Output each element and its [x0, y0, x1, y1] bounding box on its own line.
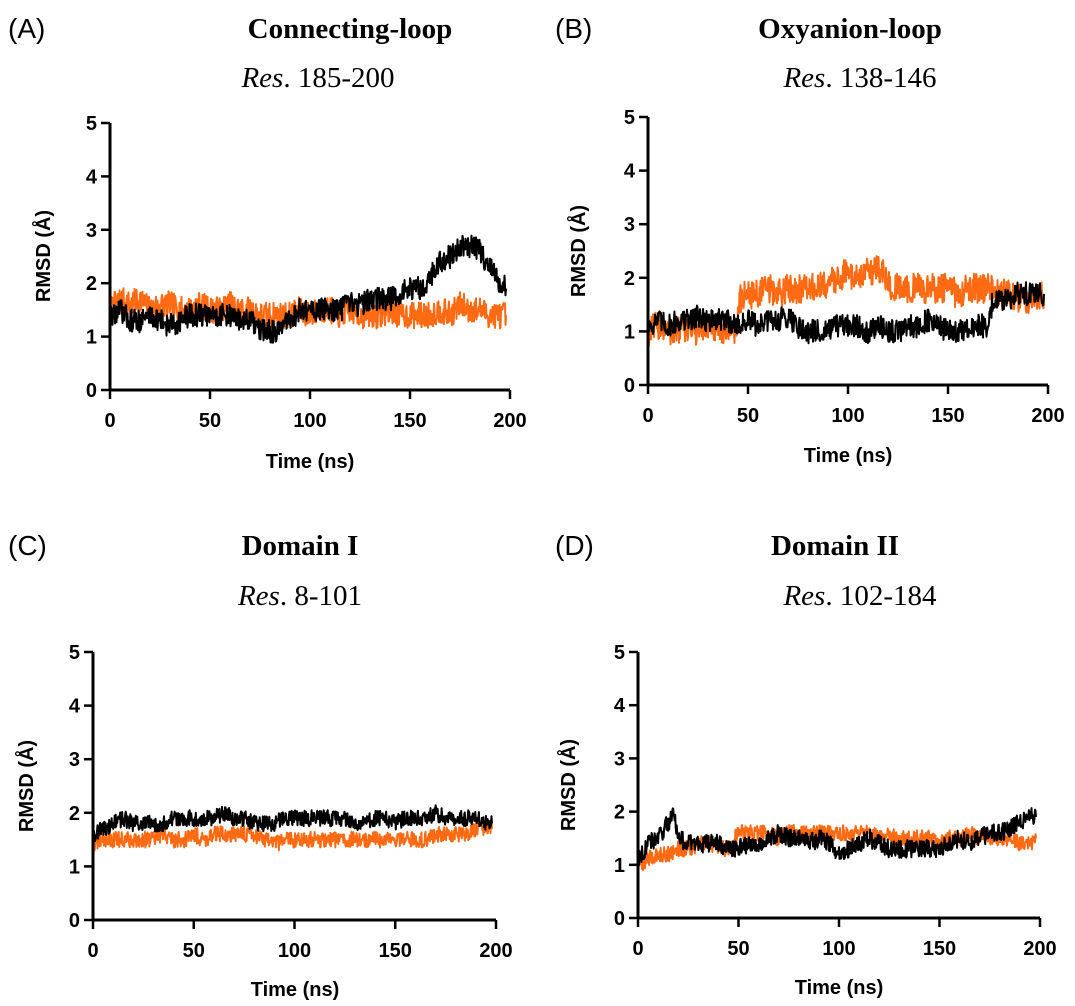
- x-axis-label: Time (ns): [251, 979, 340, 1001]
- y-tick-label: 0: [614, 908, 625, 930]
- y-tick-label: 0: [86, 380, 97, 402]
- panel-letter: (A): [8, 13, 45, 44]
- series-line-1: [92, 820, 493, 852]
- panel-letter: (C): [8, 530, 47, 561]
- y-tick-label: 4: [69, 696, 81, 718]
- subtitle-italic: Res: [782, 62, 825, 94]
- x-tick-label: 200: [493, 410, 526, 432]
- y-tick-label: 3: [86, 220, 97, 242]
- x-tick-label: 150: [931, 405, 964, 427]
- panel-title: Domain II: [771, 530, 899, 562]
- series-line-2: [92, 804, 493, 843]
- y-tick-label: 2: [69, 803, 80, 825]
- y-tick-label: 3: [69, 749, 80, 771]
- series-line-1: [647, 255, 1045, 346]
- y-tick-label: 5: [86, 113, 97, 135]
- panel-letter: (D): [555, 530, 594, 561]
- series-line-1: [109, 287, 507, 330]
- y-tick-label: 3: [614, 748, 625, 770]
- subtitle-italic: Res: [237, 580, 280, 612]
- x-tick-label: 100: [822, 938, 855, 960]
- y-tick-label: 0: [69, 910, 80, 932]
- x-tick-label: 0: [104, 410, 115, 432]
- y-axis-label: RMSD (Å): [566, 205, 590, 297]
- x-tick-label: 0: [642, 405, 653, 427]
- x-tick-label: 150: [379, 940, 412, 962]
- y-tick-label: 2: [614, 802, 625, 824]
- y-tick-label: 5: [624, 107, 635, 129]
- panel-title: Domain I: [242, 530, 359, 562]
- panel-letter: (B): [555, 13, 592, 44]
- x-tick-label: 50: [199, 410, 221, 432]
- subtitle-range: . 8-101: [280, 580, 362, 612]
- panel-subtitle: Res. 102-184: [782, 580, 937, 612]
- y-axis-label: RMSD (Å): [556, 739, 580, 831]
- y-tick-label: 5: [614, 642, 625, 664]
- x-axis-label: Time (ns): [266, 451, 355, 473]
- subtitle-italic: Res: [782, 580, 825, 612]
- x-tick-label: 50: [737, 405, 759, 427]
- y-tick-label: 1: [614, 855, 625, 877]
- x-tick-label: 150: [393, 410, 426, 432]
- panel-subtitle: Res. 185-200: [240, 62, 394, 94]
- x-tick-label: 50: [183, 940, 205, 962]
- series-line-2: [109, 234, 507, 344]
- y-axis-label: RMSD (Å): [14, 740, 38, 832]
- y-tick-label: 4: [614, 695, 626, 717]
- y-tick-label: 0: [624, 375, 635, 397]
- y-tick-label: 1: [86, 327, 97, 349]
- y-tick-label: 1: [624, 321, 635, 343]
- panel-title: Connecting-loop: [248, 13, 453, 45]
- panel-subtitle: Res. 138-146: [782, 62, 936, 94]
- y-tick-label: 2: [624, 268, 635, 290]
- subtitle-range: . 138-146: [825, 62, 936, 94]
- y-axis-label: RMSD (Å): [31, 210, 55, 302]
- y-tick-label: 5: [69, 642, 80, 664]
- subtitle-range: . 185-200: [283, 62, 394, 94]
- subtitle-italic: Res: [240, 62, 283, 94]
- y-tick-label: 4: [86, 166, 98, 188]
- x-axis-label: Time (ns): [804, 445, 893, 467]
- y-tick-label: 4: [624, 161, 636, 183]
- subtitle-range: . 102-184: [825, 580, 937, 612]
- x-tick-label: 200: [1031, 405, 1064, 427]
- series-line-2: [647, 281, 1045, 345]
- x-tick-label: 0: [87, 940, 98, 962]
- panel-subtitle: Res. 8-101: [237, 580, 362, 612]
- x-tick-label: 100: [831, 405, 864, 427]
- series-line-1: [637, 823, 1037, 871]
- y-tick-label: 1: [69, 856, 80, 878]
- panel-title: Oxyanion-loop: [758, 13, 942, 45]
- x-tick-label: 50: [727, 938, 749, 960]
- x-axis-label: Time (ns): [795, 977, 884, 999]
- x-tick-label: 200: [479, 940, 512, 962]
- y-tick-label: 3: [624, 214, 635, 236]
- x-tick-label: 100: [293, 410, 326, 432]
- x-tick-label: 0: [632, 938, 643, 960]
- x-tick-label: 200: [1023, 938, 1056, 960]
- x-tick-label: 100: [278, 940, 311, 962]
- x-tick-label: 150: [923, 938, 956, 960]
- y-tick-label: 2: [86, 273, 97, 295]
- series-line-2: [637, 807, 1037, 867]
